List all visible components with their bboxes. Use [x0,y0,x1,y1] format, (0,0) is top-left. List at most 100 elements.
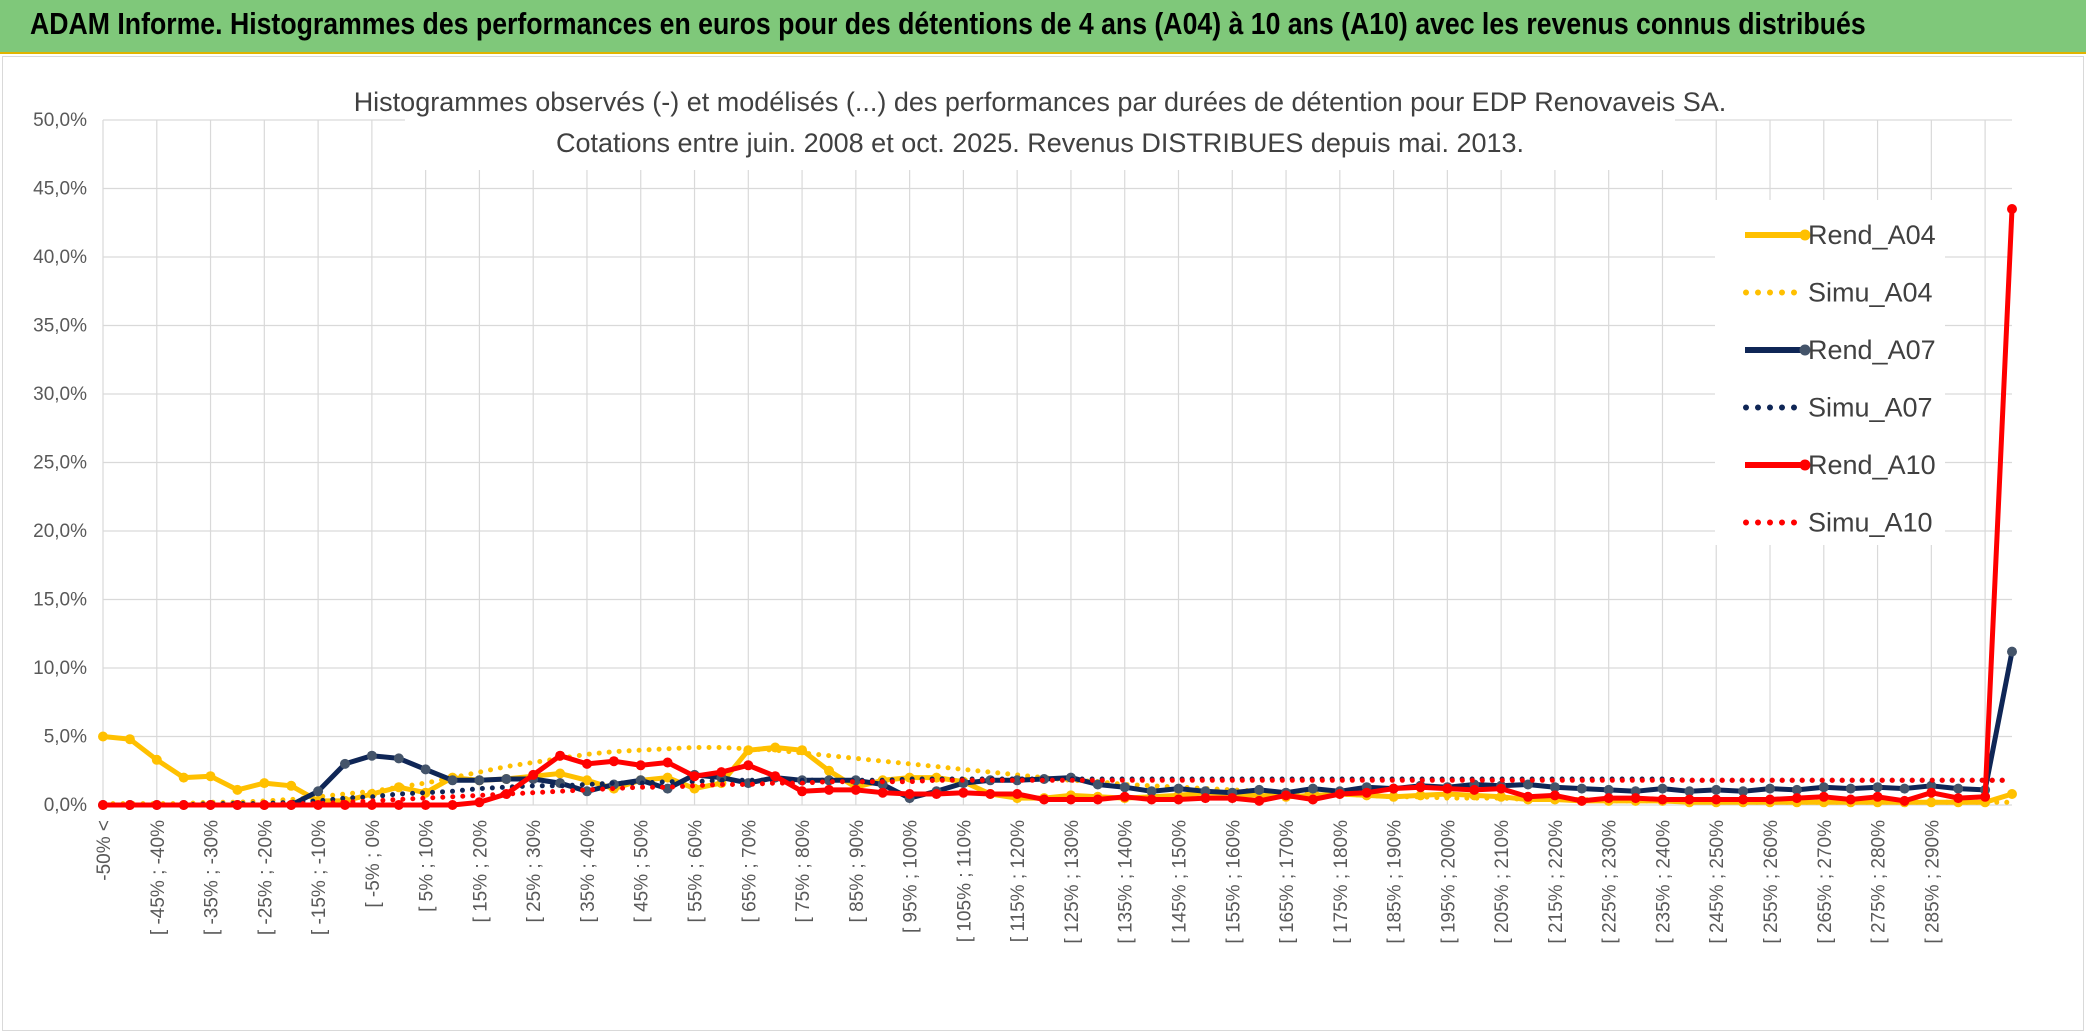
x-tick-label: [ 25% ; 30% [524,820,545,923]
point-rend_a10 [1818,791,1829,802]
x-axis-ticks: -50% < [ -45% ; -40% [ -35% ; -30% [ -25% ;… [94,820,1943,944]
legend-label: Rend_A04 [1808,220,1936,250]
point-rend_a04 [2007,789,2017,799]
point-rend_a04 [98,731,108,742]
point-rend_a10 [770,771,781,782]
point-rend_a10 [608,756,619,767]
legend-marker [1799,344,1811,356]
point-rend_a10 [474,797,485,808]
x-tick-label: [ 225% ; 230% [1600,820,1621,944]
x-tick-label: [ 105% ; 110% [954,820,975,942]
point-rend_a10 [501,789,512,799]
point-rend_a10 [313,800,324,810]
legend-label: Simu_A04 [1808,278,1933,308]
x-tick-label: [ 35% ; 40% [578,820,599,923]
x-tick-label: [ -35% ; -30% [202,820,223,935]
x-tick-label: [ 55% ; 60% [686,820,707,923]
y-tick-label: 35,0% [33,316,87,337]
point-rend_a10 [1146,794,1157,805]
banner-title: ADAM Informe. Histogrammes des performan… [30,6,1866,41]
x-tick-label: [ 115% ; 120% [1008,820,1029,942]
point-rend_a07 [1738,786,1749,797]
point-rend_a10 [1845,794,1856,805]
point-rend_a07 [1684,786,1695,797]
series-rend_a04 [98,731,2017,808]
point-rend_a10 [1012,789,1023,799]
point-rend_a07 [1711,784,1722,795]
point-rend_a10 [1899,795,1910,806]
point-rend_a10 [1307,794,1318,805]
legend: Rend_A04 Simu_A04 Rend_A07 Simu_A07 Rend_A10… [1743,220,1936,538]
x-tick-label: [ 205% ; 210% [1492,820,1513,944]
x-tick-label: [ 165% ; 170% [1277,820,1298,944]
point-rend_a10 [1200,793,1211,804]
point-rend_a10 [124,800,135,810]
point-rend_a10 [1603,793,1614,804]
series-simu_a10 [100,777,2015,808]
point-rend_a10 [1119,791,1130,802]
x-tick-label: [ 235% ; 240% [1653,820,1674,944]
point-rend_a10 [1980,791,1991,802]
x-tick-label: [ 175% ; 180% [1331,820,1352,944]
point-rend_a04 [124,734,135,745]
x-tick-label: -50% < [94,820,115,881]
point-rend_a10 [151,800,162,810]
line-rend_a07 [103,651,2015,808]
point-rend_a07 [1576,783,1587,794]
point-rend_a10 [850,784,861,795]
y-tick-label: 45,0% [33,179,87,200]
point-rend_a10 [1334,789,1345,799]
point-rend_a10 [420,800,431,810]
point-rend_a10 [2007,204,2017,214]
point-rend_a10 [1227,793,1238,804]
point-rend_a10 [904,789,915,799]
point-rend_a07 [1254,784,1265,795]
point-rend_a10 [1765,794,1775,805]
legend-bg [1715,200,1945,545]
x-tick-label: [ 155% ; 160% [1223,820,1244,944]
x-tick-label: [ 245% ; 250% [1707,820,1728,944]
y-tick-label: 20,0% [33,521,87,542]
x-tick-label: [ 135% ; 140% [1116,820,1137,944]
x-tick-label: [ 215% ; 220% [1546,820,1567,944]
point-rend_a07 [1926,780,1937,791]
y-tick-label: 15,0% [33,590,87,611]
point-rend_a07 [393,753,404,764]
point-rend_a07 [1872,782,1883,793]
x-tick-label: [ 75% ; 80% [793,820,814,923]
point-rend_a10 [555,750,566,761]
title-banner: ADAM Informe. Histogrammes des performan… [0,0,2086,54]
point-rend_a10 [1657,794,1668,805]
point-rend_a07 [313,786,324,797]
legend-label: Rend_A10 [1808,450,1936,480]
point-rend_a10 [1738,794,1749,805]
point-rend_a07 [447,775,458,786]
point-rend_a10 [1415,782,1426,793]
legend-marker [1799,229,1811,241]
point-rend_a07 [1173,783,1184,794]
x-tick-label: [ 265% ; 270% [1815,820,1836,944]
point-rend_a07 [1523,779,1533,790]
point-rend_a10 [1254,795,1265,806]
point-rend_a07 [1146,786,1157,797]
point-rend_a07 [1549,782,1560,793]
point-rend_a10 [1953,793,1964,804]
point-rend_a10 [743,760,754,771]
y-axis-ticks: 0,0% 5,0% 10,0% 15,0% 20,0% 25,0% 30,0% 35,0% 40… [33,110,87,816]
x-tick-label: [ 15% ; 20% [470,820,491,923]
point-rend_a10 [1576,795,1587,806]
chart-title-line1: Histogrammes observés (-) et modélisés (… [354,87,1727,117]
point-rend_a07 [1765,783,1775,794]
x-tick-label: [ 275% ; 280% [1869,820,1890,944]
legend-item-simu_a10: Simu_A10 [1743,508,1933,538]
point-rend_a10 [582,758,592,769]
point-rend_a10 [1361,787,1372,798]
x-tick-label: [ 185% ; 190% [1385,820,1406,944]
point-rend_a10 [797,786,808,797]
x-tick-label: [ 45% ; 50% [632,820,653,923]
point-rend_a10 [1791,793,1802,804]
x-tick-label: [ 85% ; 90% [847,820,868,923]
point-rend_a04 [205,771,216,782]
point-rend_a10 [1173,794,1184,805]
